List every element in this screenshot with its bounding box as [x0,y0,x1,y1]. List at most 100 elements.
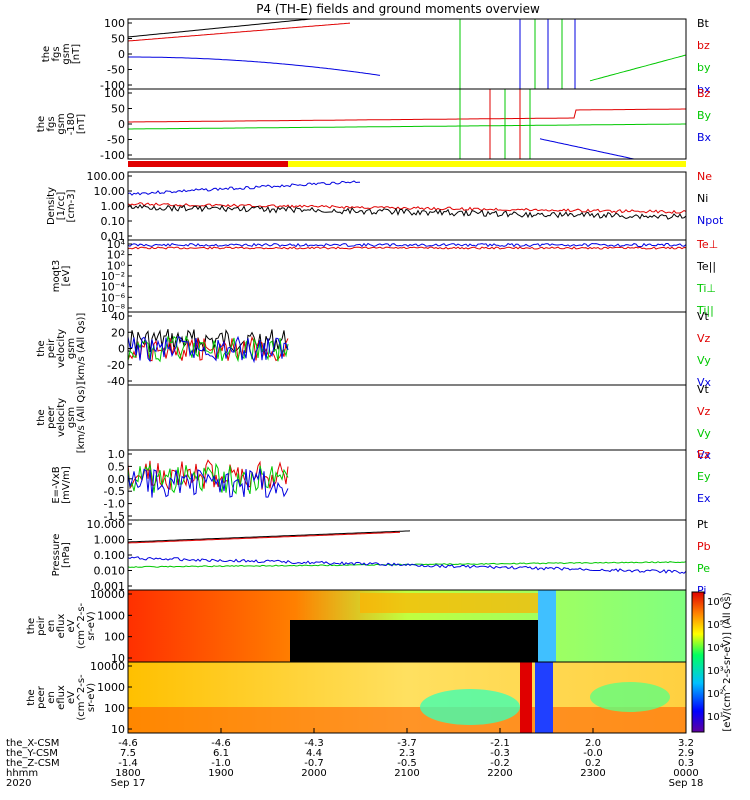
legend-bt: Bt [697,17,710,30]
x-tick-label: 2.3 [399,748,415,759]
ti-line [127,242,687,248]
legend-by: By [697,109,712,122]
by-line [589,54,687,82]
y-tick-label: 10⁰ [107,259,126,272]
x-tick-label: -2.1 [490,738,510,749]
y-tick-label: 100.00 [87,170,126,183]
spectrogram-ion-band [360,593,540,613]
y-tick-label: 1.000 [94,534,126,547]
legend-ti||: Ti|| [696,304,714,317]
x-row-label: 2020 [6,778,31,789]
y-tick-label: 0.10 [101,215,126,228]
y-label-line: Density [46,187,57,225]
x-tick-label: -4.3 [304,738,324,749]
x-tick-label: -4.6 [211,738,231,749]
y-tick-label: -0.5 [104,485,125,498]
x-tick-label: -0.3 [490,748,510,759]
y-tick-label: 100 [104,631,125,644]
y-tick-label: -50 [107,64,125,77]
colorbar-tick: 10³ [707,666,724,677]
y-label-line: fgs [46,116,57,131]
y-label-line: sr-eV) [86,611,97,640]
y-tick-label: 10000 [90,588,125,601]
y-axis-label: the peir velocity gsm [km/s (All Qs)] [36,313,87,385]
y-label-line: [1/cc] [56,192,67,221]
y-label-line: peer [36,685,47,709]
legend-vt: Vt [697,383,710,396]
y-label-line: fgs [51,46,62,61]
y-axis-label: the fgs gsm [nT] [41,43,82,64]
legend-ni: Ni [697,192,708,205]
bx-line [539,138,686,160]
y-label-line: eV [66,691,77,704]
legend-vt: Vt [697,310,710,323]
x-tick-label: 6.1 [213,748,229,759]
y-tick-label: -100 [100,79,125,92]
spectrogram-electron-blob-2 [590,682,670,712]
y-tick-label: -40 [107,375,125,388]
y-label-line: velocity [56,329,67,368]
legend-bz: bz [697,39,710,52]
y-tick-label: 0.001 [94,580,126,593]
y-tick-label: 0.010 [94,565,126,578]
x-row-label: the_Y-CSM [6,748,58,759]
colorbar-tick: 10⁶ [707,597,724,608]
bx-line [128,56,381,76]
y-label-line: moqt3 [51,260,62,293]
y-tick-label: 50 [111,33,125,46]
y-tick-label: 50 [111,103,125,116]
bz-line [127,22,351,42]
panel-frame [127,239,687,313]
x-tick-label: 2000 [301,768,326,779]
y-tick-label: 0.01 [101,230,126,243]
colorbar [691,591,705,733]
y-label-line: gsm [66,338,77,359]
y-tick-label: -20 [107,359,125,372]
legend-vz: Vz [697,405,711,418]
y-axis-label: the peer velocity gsm [km/s (All Qs)] [36,382,87,454]
spectrogram-electron-edge [520,662,532,733]
y-label-line: gsm [66,407,77,428]
legend-pi: Pi [697,584,706,597]
legend-pe: Pe [697,562,710,575]
panel-frame [127,449,687,521]
x-tick-label: 1800 [115,768,140,779]
legend-bz: Bz [697,87,711,100]
y-axis-label: Density [1/cc] [cm-3] [46,187,77,225]
y-label-line: en [46,691,57,704]
y-tick-label: -1.5 [104,510,125,523]
y-label-line: [nPa] [61,542,72,568]
spectrogram-electron-crossing [535,662,553,733]
y-tick-label: 0.5 [108,460,126,473]
y-axis-label: the peer en eflux eV (cm^2-s-sr-eV) [26,674,97,721]
y-label-line: E=-VxB [51,466,62,503]
y-tick-label: 10 [111,652,125,665]
x-tick-label: -3.7 [397,738,417,749]
y-tick-label: -1.0 [104,498,125,511]
by-line [128,123,686,130]
bz-line [128,108,686,123]
y-label-line: the [41,46,52,62]
y-tick-label: 10⁻⁸ [101,302,126,315]
velocity-blue-line [127,335,289,364]
y-tick-label: 0 [118,48,125,61]
y-label-line: [km/s (All Qs)] [76,382,87,454]
y-label-line: [km/s (All Qs)] [76,313,87,385]
y-tick-label: 0.0 [108,473,126,486]
y-tick-label: 100 [104,702,125,715]
x-axis: the_X-CSMthe_Y-CSMthe_Z-CSMhhmm2020-4.67… [6,728,703,789]
colorbar-tick: 10¹ [707,712,724,723]
velocity-red-line [127,335,289,362]
y-axis-label: Pressure [nPa] [51,534,72,577]
y-tick-label: 1000 [97,609,125,622]
legend-ey: Ey [697,470,711,483]
legend-ex: Ex [697,492,711,505]
x-tick-label: 2200 [487,768,512,779]
y-label-line: the [36,116,47,132]
colorbar-label: [eV/(cm^2-s-sr-eV)] (All Qs) [722,592,733,731]
y-tick-label: -100 [100,149,125,162]
y-tick-label: 0 [118,118,125,131]
npot-line [127,180,361,196]
